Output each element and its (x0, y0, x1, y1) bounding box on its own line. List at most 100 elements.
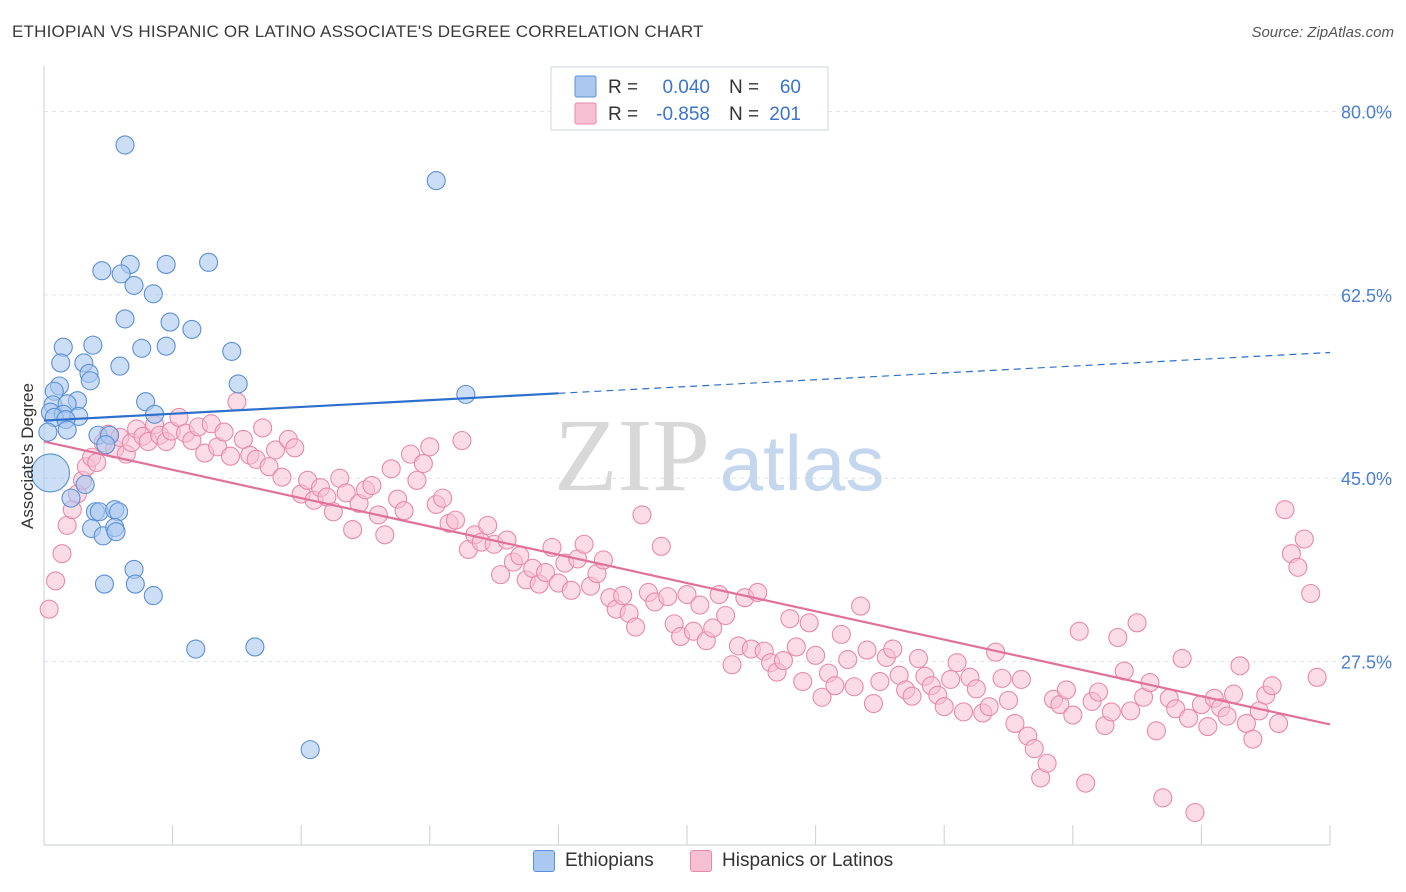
tick-labels: 27.5%45.0%62.5%80.0%0.0%100.0% (1341, 102, 1392, 673)
watermark-atlas: atlas (720, 419, 885, 507)
ethiopians-point-16 (222, 341, 242, 361)
hispanics-point-62 (420, 437, 440, 457)
hispanics-point-131 (863, 693, 884, 714)
hispanics-point-138 (908, 648, 929, 669)
hispanics-point-161 (1056, 680, 1076, 700)
ethiopians-point-4 (156, 254, 176, 274)
hispanics-point-108 (716, 605, 736, 626)
ethiopians-point-12 (53, 337, 73, 357)
hispanics-point-190 (1243, 729, 1263, 749)
watermark-zip: ZIP (554, 398, 710, 513)
hispanics-point-71 (478, 515, 498, 535)
ethiopians-point-51 (106, 522, 126, 542)
ethiopians-point-25 (456, 384, 476, 404)
hispanics-point-50 (343, 520, 363, 540)
legend-swatch-hispanics (574, 102, 597, 125)
gridlines (44, 110, 1392, 663)
hispanics-point-199 (1301, 583, 1321, 604)
hispanics-point-64 (433, 488, 453, 508)
hispanics-point-56 (381, 459, 401, 479)
hispanics-point-176 (1153, 788, 1173, 808)
ethiopians-point-14 (132, 338, 152, 358)
hispanics-point-144 (947, 653, 967, 673)
ethiopians-point-40 (96, 435, 116, 455)
hispanics-point-49 (336, 483, 356, 503)
hispanics-point-171 (1121, 701, 1141, 721)
hispanics-point-151 (992, 668, 1012, 688)
ethiopians-point-6 (111, 264, 131, 284)
legend-n-label-1: N = (729, 77, 759, 98)
hispanics-point-128 (844, 677, 864, 697)
hispanics-point-117 (773, 651, 794, 671)
hispanics-point-109 (722, 655, 742, 675)
hispanics-point-53 (362, 476, 382, 496)
hispanics-point-73 (490, 565, 511, 585)
hispanics-point-0 (39, 599, 59, 619)
hispanics-point-186 (1217, 706, 1237, 726)
ethiopians-point-1 (426, 171, 446, 191)
hispanics-point-175 (1146, 721, 1166, 741)
stats-legend: R = 0.040 N = 60 R = -0.858 N = 201 (550, 66, 829, 131)
hispanics-point-158 (1037, 753, 1057, 773)
hispanics-point-163 (1069, 621, 1089, 641)
watermark: ZIP atlas (554, 398, 884, 513)
hispanics-point-169 (1108, 627, 1128, 648)
hispanics-point-195 (1275, 500, 1295, 520)
hispanics-point-123 (812, 687, 832, 707)
hispanics-point-60 (407, 470, 427, 490)
hispanics-point-188 (1230, 656, 1250, 676)
ethiopians-point-13 (83, 335, 103, 355)
hispanics-point-168 (1101, 702, 1121, 722)
hispanics-point-162 (1063, 705, 1083, 725)
ethiopians-point-55 (143, 586, 163, 606)
hispanics-point-30 (214, 422, 234, 442)
hispanics-trend-line (43, 440, 1331, 726)
hispanics-point-194 (1269, 713, 1289, 733)
ethiopians-point-7 (124, 275, 144, 295)
y-tick-label-0: 27.5% (1341, 653, 1392, 673)
ethiopians-point-9 (115, 309, 135, 329)
hispanics-point-31 (220, 446, 241, 466)
hispanics-point-37 (259, 457, 279, 477)
legend-r-value-1: 0.040 (662, 77, 710, 98)
hispanics-point-130 (857, 640, 877, 660)
hispanics-point-121 (799, 613, 819, 633)
ethiopians-point-57 (245, 637, 265, 657)
hispanics-point-86 (574, 534, 594, 554)
hispanics-point-104 (690, 595, 710, 615)
ethiopians-point-8 (143, 284, 163, 304)
hispanics-point-129 (851, 596, 871, 616)
scatter-chart: ZIP atlas 27.5%45.0%62.5%80.0%0.0%100.0%… (18, 66, 1392, 846)
ethiopians-point-54 (125, 574, 145, 594)
ethiopians-point-21 (80, 371, 100, 391)
hispanics-point-197 (1288, 557, 1308, 577)
hispanics-point-172 (1127, 613, 1147, 633)
ethiopians-point-47 (109, 502, 129, 522)
hispanics-point-95 (632, 505, 652, 525)
hispanics-point-127 (838, 649, 858, 670)
hispanics-point-58 (394, 501, 414, 521)
hispanics-point-38 (265, 440, 286, 460)
ethiopians-point-56 (186, 639, 206, 659)
ethiopians-point-53 (94, 574, 114, 594)
hispanics-point-80 (535, 562, 556, 583)
ethiopians-point-19 (110, 356, 130, 376)
legend-swatch-hispanics-bottom (690, 850, 712, 872)
hispanics-point-92 (613, 586, 633, 606)
hispanics-point-145 (953, 702, 974, 722)
hispanics-point-122 (806, 645, 826, 665)
ethiopians-point-22 (228, 374, 248, 394)
hispanics-point-156 (1024, 739, 1044, 759)
legend-swatch-ethiopians (574, 75, 597, 98)
legend-r-label-1: R = (608, 77, 638, 98)
hispanics-point-102 (677, 584, 697, 605)
source-label: Source: ZipAtlas.com (1251, 24, 1394, 41)
hispanics-point-106 (703, 618, 723, 638)
hispanics-point-137 (902, 686, 922, 706)
ethiopians-point-41 (30, 453, 70, 493)
hispanics-point-67 (452, 430, 472, 451)
ethiopians-point-38 (38, 422, 58, 442)
hispanics-point-74 (497, 530, 517, 550)
hispanics-point-164 (1076, 773, 1096, 793)
y-axis-label: Associate's Degree (18, 383, 37, 529)
